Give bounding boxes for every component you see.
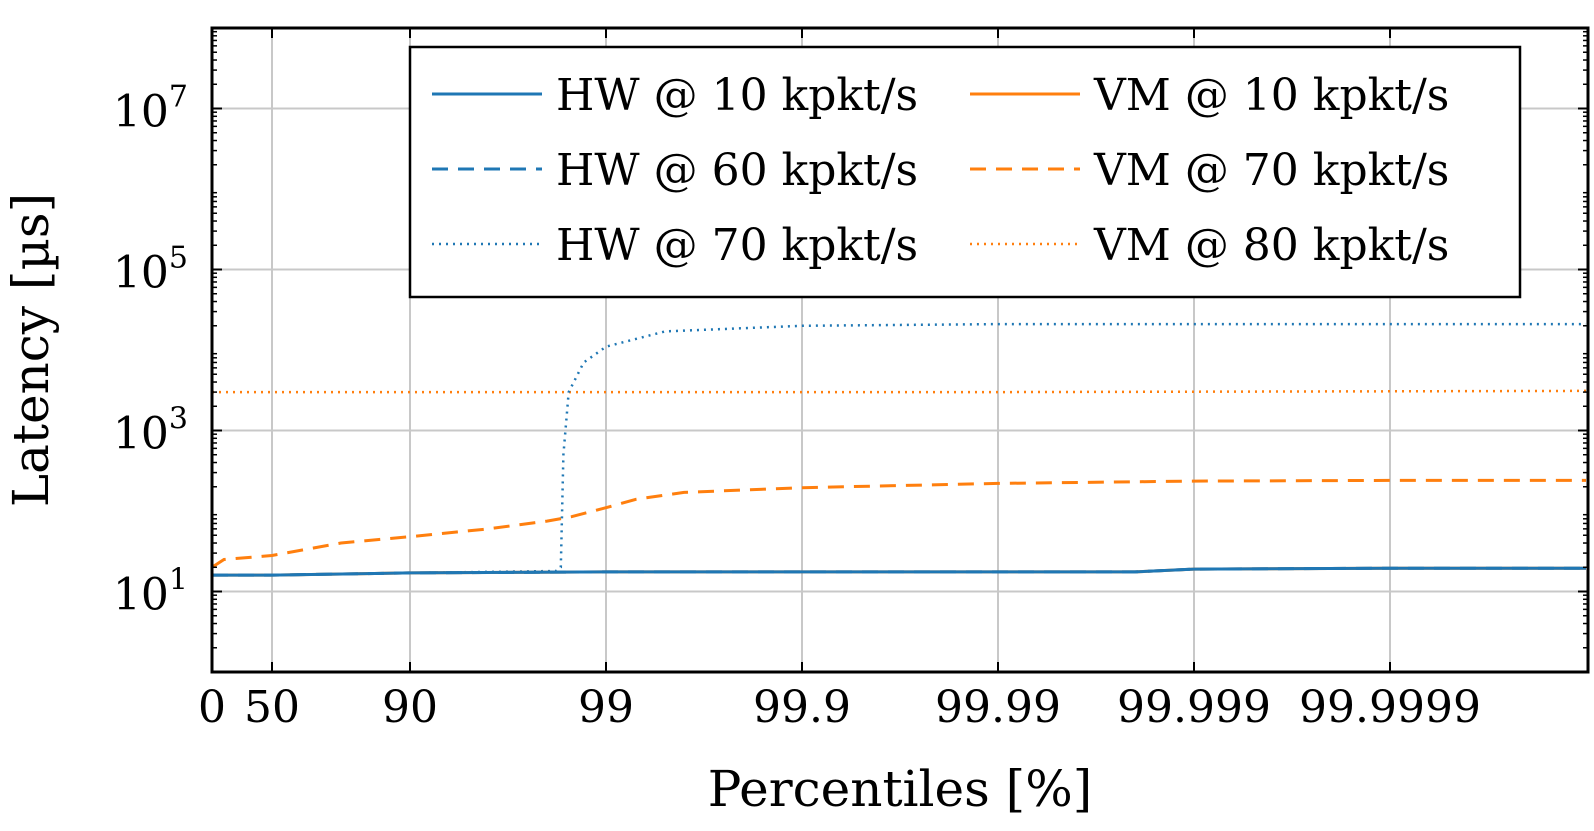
series-line-vm-70-kpkt-s [211, 478, 1586, 569]
x-tick-label: 99.999 [1117, 682, 1271, 733]
axis-ticks: 0 50 90 99 99.9 99.99 99.999 99.9999 101 103 105 10… [113, 28, 1588, 733]
y-tick-label: 101 [113, 563, 188, 621]
series-line-hw-70-kpkt-s [212, 322, 1586, 577]
x-tick-label: 99.9999 [1299, 682, 1481, 733]
x-axis-label: Percentiles [%] [708, 760, 1092, 818]
legend-label: VM @ 10 kpkt/s [1093, 70, 1449, 121]
x-tick-label: 99.9 [753, 682, 851, 733]
legend-label: VM @ 80 kpkt/s [1093, 220, 1449, 271]
x-tick-label: 90 [382, 682, 438, 733]
y-axis-label: Latency [µs] [2, 193, 60, 507]
legend-label: HW @ 10 kpkt/s [556, 70, 918, 121]
plot-frame [210, 26, 1590, 674]
y-tick-label: 103 [113, 402, 188, 460]
legend-label: HW @ 70 kpkt/s [556, 220, 918, 271]
legend: HW @ 10 kpkt/s HW @ 60 kpkt/s HW @ 70 kpkt… [408, 45, 1522, 299]
x-tick-label: 0 [198, 682, 226, 733]
y-tick-label: 107 [113, 80, 188, 138]
x-tick-label: 99.99 [935, 682, 1061, 733]
series-line-hw-10-kpkt-s [212, 566, 1586, 577]
x-tick-label: 50 [244, 682, 300, 733]
x-tick-label: 99 [578, 682, 634, 733]
y-tick-label: 105 [113, 241, 188, 299]
legend-label: HW @ 60 kpkt/s [556, 145, 918, 196]
series-layer [211, 322, 1587, 577]
legend-box [408, 45, 1522, 299]
series-line-vm-80-kpkt-s [212, 389, 1587, 394]
legend-label: VM @ 70 kpkt/s [1093, 145, 1449, 196]
